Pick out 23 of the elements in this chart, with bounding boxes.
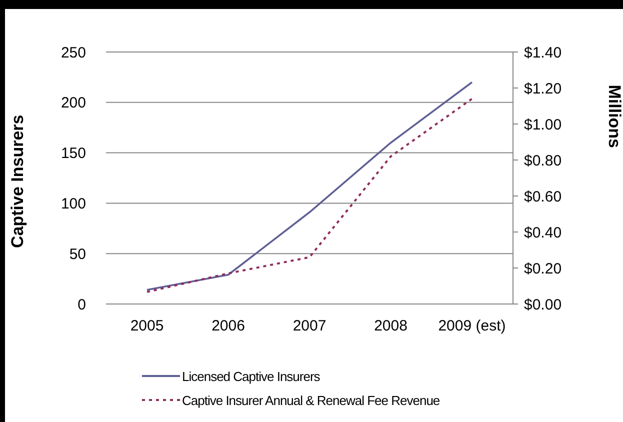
y2-tick-label: $0.00 <box>524 296 562 314</box>
x-tick-label: 2007 <box>292 318 326 335</box>
x-tick-label: 2008 <box>374 318 408 335</box>
y2-tick-label: $0.20 <box>524 260 562 278</box>
y2-tick-label: $1.00 <box>524 116 562 134</box>
x-tick-label: 2006 <box>212 318 245 335</box>
y2-tick-label: $1.40 <box>524 44 562 62</box>
y-tick-label: 50 <box>69 246 86 263</box>
x-tick-label: 2005 <box>130 318 164 335</box>
y2-tick-label: $0.40 <box>524 224 562 242</box>
y-axis-title: Captive Insurers <box>8 114 28 248</box>
legend-label: Captive Insurer Annual & Renewal Fee Revenue <box>182 392 440 408</box>
y2-tick-label: $0.60 <box>524 188 562 206</box>
y2-tick-label: $1.20 <box>524 80 562 98</box>
x-tick-label: 2009 (est) <box>438 318 506 335</box>
y-tick-label: 250 <box>60 44 86 62</box>
y2-axis-title: Millions <box>604 84 623 148</box>
legend-label: Licensed Captive Insurers <box>182 368 320 384</box>
y-tick-label: 200 <box>60 94 86 112</box>
y-tick-label: 0 <box>78 296 86 314</box>
y2-tick-label: $0.80 <box>524 152 562 170</box>
y-tick-label: 100 <box>60 196 86 213</box>
y-tick-label: 150 <box>60 145 86 162</box>
